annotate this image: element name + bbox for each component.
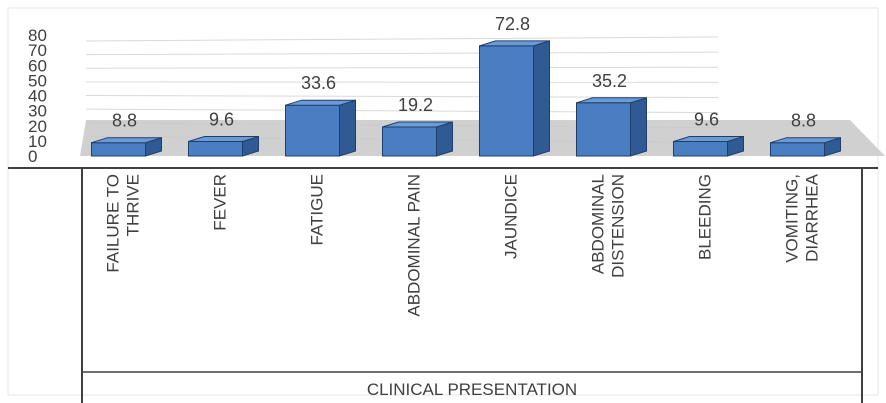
bar-front (91, 142, 146, 157)
bar-front (673, 140, 728, 157)
y-tick-label: 40 (28, 87, 47, 106)
x-tick-label: FEVER (211, 174, 230, 231)
bar-top (479, 40, 550, 47)
bar (576, 97, 647, 157)
x-tick-label: JAUNDICE (502, 174, 521, 259)
x-tick-label: FATIGUE (308, 174, 327, 245)
data-label: 8.8 (791, 111, 816, 131)
bar (382, 121, 453, 157)
bar-top (91, 137, 162, 144)
bar-top (188, 136, 259, 142)
gridline (85, 51, 719, 56)
x-tick-label: VOMITING,DIARRHEA (783, 173, 822, 262)
x-tick-label: FAILURE TOTHRIVE (104, 174, 143, 273)
bar-top (576, 97, 647, 104)
bar-front (770, 142, 825, 157)
x-tick-label: ABDOMINAL PAIN (405, 174, 424, 317)
bar (188, 135, 259, 157)
bar (91, 137, 162, 157)
data-label: 72.8 (495, 14, 530, 34)
data-label: 9.6 (209, 109, 234, 129)
bar-top (673, 136, 744, 142)
data-label: 19.2 (398, 95, 433, 115)
y-tick-label: 30 (28, 102, 47, 121)
y-tick-label: 20 (28, 117, 47, 136)
bar (285, 99, 356, 157)
bar-top (285, 99, 356, 106)
gridline (85, 36, 719, 42)
bar-front (479, 45, 534, 157)
x-tick-label: ABDOMINALDISTENSION (589, 174, 628, 278)
bar-front (576, 102, 631, 157)
data-label: 8.8 (112, 111, 137, 131)
data-label: 35.2 (592, 71, 627, 91)
bar (673, 135, 744, 157)
y-tick-label: 80 (28, 26, 47, 45)
data-label: 33.6 (301, 73, 336, 93)
y-tick-label: 10 (28, 132, 47, 151)
y-tick-label: 0 (28, 147, 37, 166)
bar-top (382, 121, 453, 128)
y-tick-label: 70 (28, 41, 47, 60)
gridline (85, 95, 719, 98)
bar (479, 40, 550, 157)
y-tick-label: 50 (28, 71, 47, 90)
bar-front (382, 126, 437, 157)
gridline (85, 66, 719, 69)
gridline (85, 81, 719, 83)
bar-front (285, 104, 340, 157)
plot-background (7, 7, 879, 396)
bar-side (630, 97, 647, 157)
y-tick-label: 60 (28, 56, 47, 75)
bar-side (436, 121, 453, 157)
bar-side (339, 99, 356, 157)
data-label: 9.6 (694, 109, 719, 129)
bar-top (770, 137, 841, 144)
bar (770, 137, 841, 157)
x-axis-title: CLINICAL PRESENTATION (367, 380, 577, 399)
bar-side (533, 40, 550, 157)
bar-front (188, 140, 243, 157)
x-tick-label: BLEEDING (696, 174, 715, 260)
